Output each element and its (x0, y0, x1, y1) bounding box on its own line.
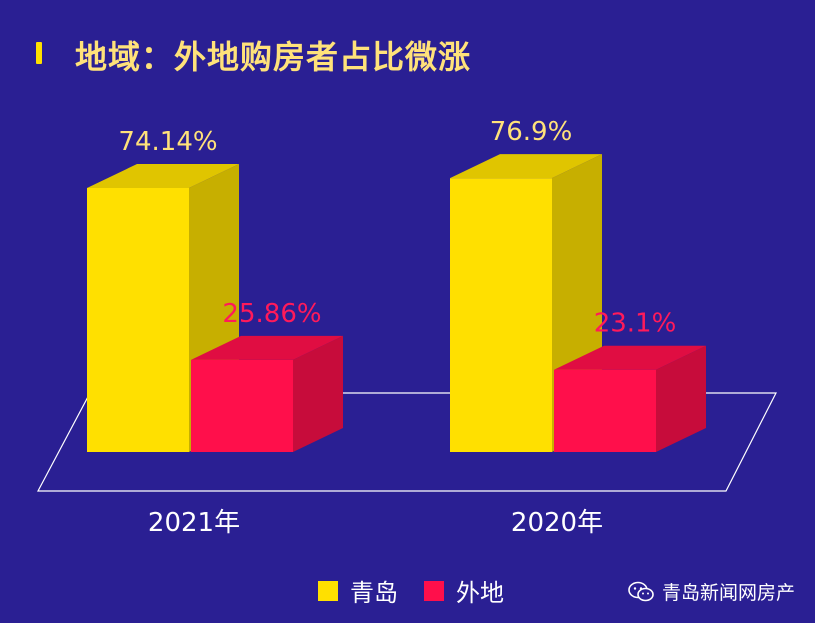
legend-item-qingdao: 青岛 (318, 573, 398, 608)
account-name: 青岛新闻网房产 (662, 582, 796, 604)
data-label-waidi-0: 25.86% (222, 299, 321, 329)
category-label-0: 2021年 (148, 508, 240, 538)
chart-title: 地域：外地购房者占比微涨 (75, 38, 472, 76)
data-label-waidi-1: 23.1% (594, 309, 677, 339)
legend-swatch-waidi (424, 580, 444, 601)
wechat-icon (628, 581, 654, 601)
account-watermark: 青岛新闻网房产 (628, 578, 795, 605)
legend-label-qingdao: 青岛 (350, 579, 398, 607)
data-label-qingdao-1: 76.9% (490, 117, 573, 147)
legend-item-waidi: 外地 (424, 573, 504, 608)
title-accent-bar (36, 42, 42, 64)
bar-waidi-0 (191, 335, 343, 452)
category-label-1: 2020年 (511, 508, 603, 538)
legend: 青岛 外地 (318, 573, 518, 608)
data-label-qingdao-0: 74.14% (118, 127, 217, 157)
bar-waidi-1 (554, 345, 706, 452)
legend-label-waidi: 外地 (456, 579, 504, 607)
legend-swatch-qingdao (318, 580, 338, 601)
